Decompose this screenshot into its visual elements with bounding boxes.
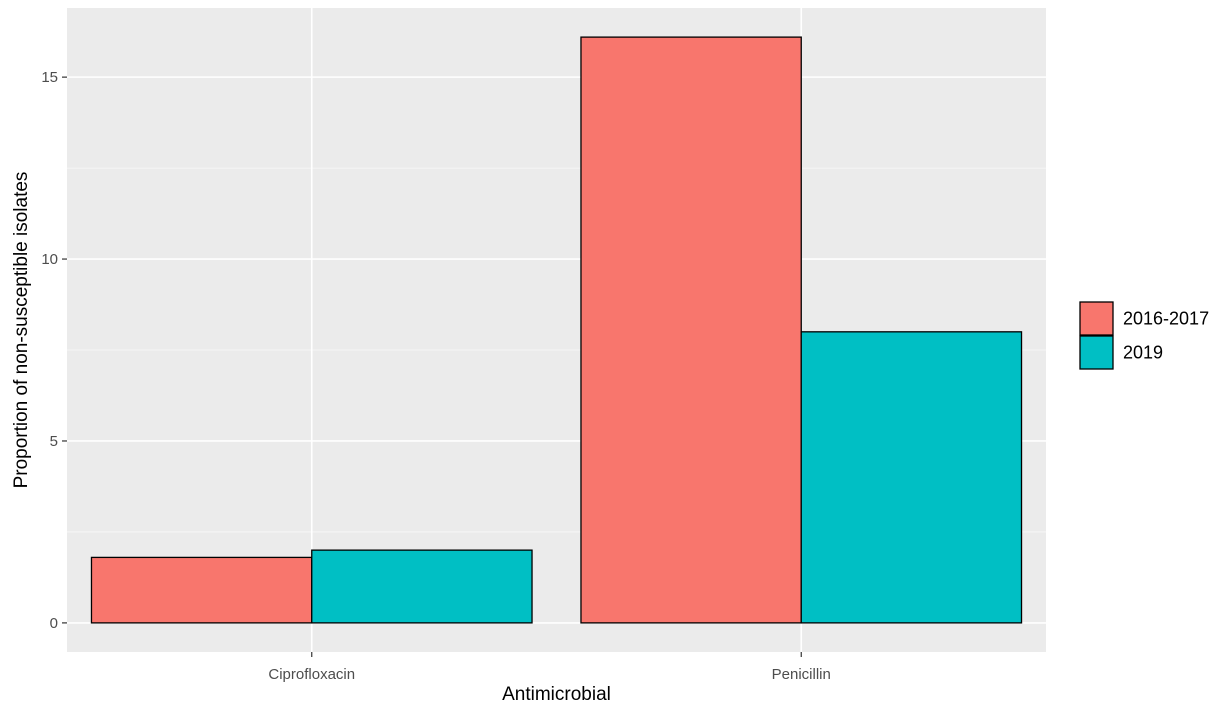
- x-axis-title: Antimicrobial: [502, 684, 611, 705]
- x-axis-ticks: Ciprofloxacin Penicillin: [268, 652, 831, 683]
- legend-label-2016-2017: 2016-2017: [1123, 309, 1209, 329]
- legend: 2016-2017 2019: [1079, 301, 1209, 370]
- bar-ciprofloxacin-2019: [311, 549, 533, 624]
- x-tick-label: Penicillin: [772, 666, 831, 683]
- x-tick-label: Ciprofloxacin: [268, 666, 355, 683]
- bars: [90, 36, 1023, 624]
- y-tick-label: 5: [50, 433, 58, 450]
- legend-label-2019: 2019: [1123, 343, 1163, 363]
- legend-key-2016-2017: [1079, 301, 1114, 336]
- y-tick-label: 15: [41, 69, 58, 86]
- y-axis-ticks: 0 5 10 15: [41, 69, 67, 632]
- y-axis-title: Proportion of non-susceptible isolates: [11, 172, 32, 489]
- y-tick-label: 10: [41, 251, 58, 268]
- bar-ciprofloxacin-2016-2017: [90, 556, 313, 624]
- bar-penicillin-2019: [800, 331, 1023, 624]
- y-tick-label: 0: [50, 615, 58, 632]
- bar-penicillin-2016-2017: [580, 36, 802, 624]
- legend-key-2019: [1079, 335, 1114, 370]
